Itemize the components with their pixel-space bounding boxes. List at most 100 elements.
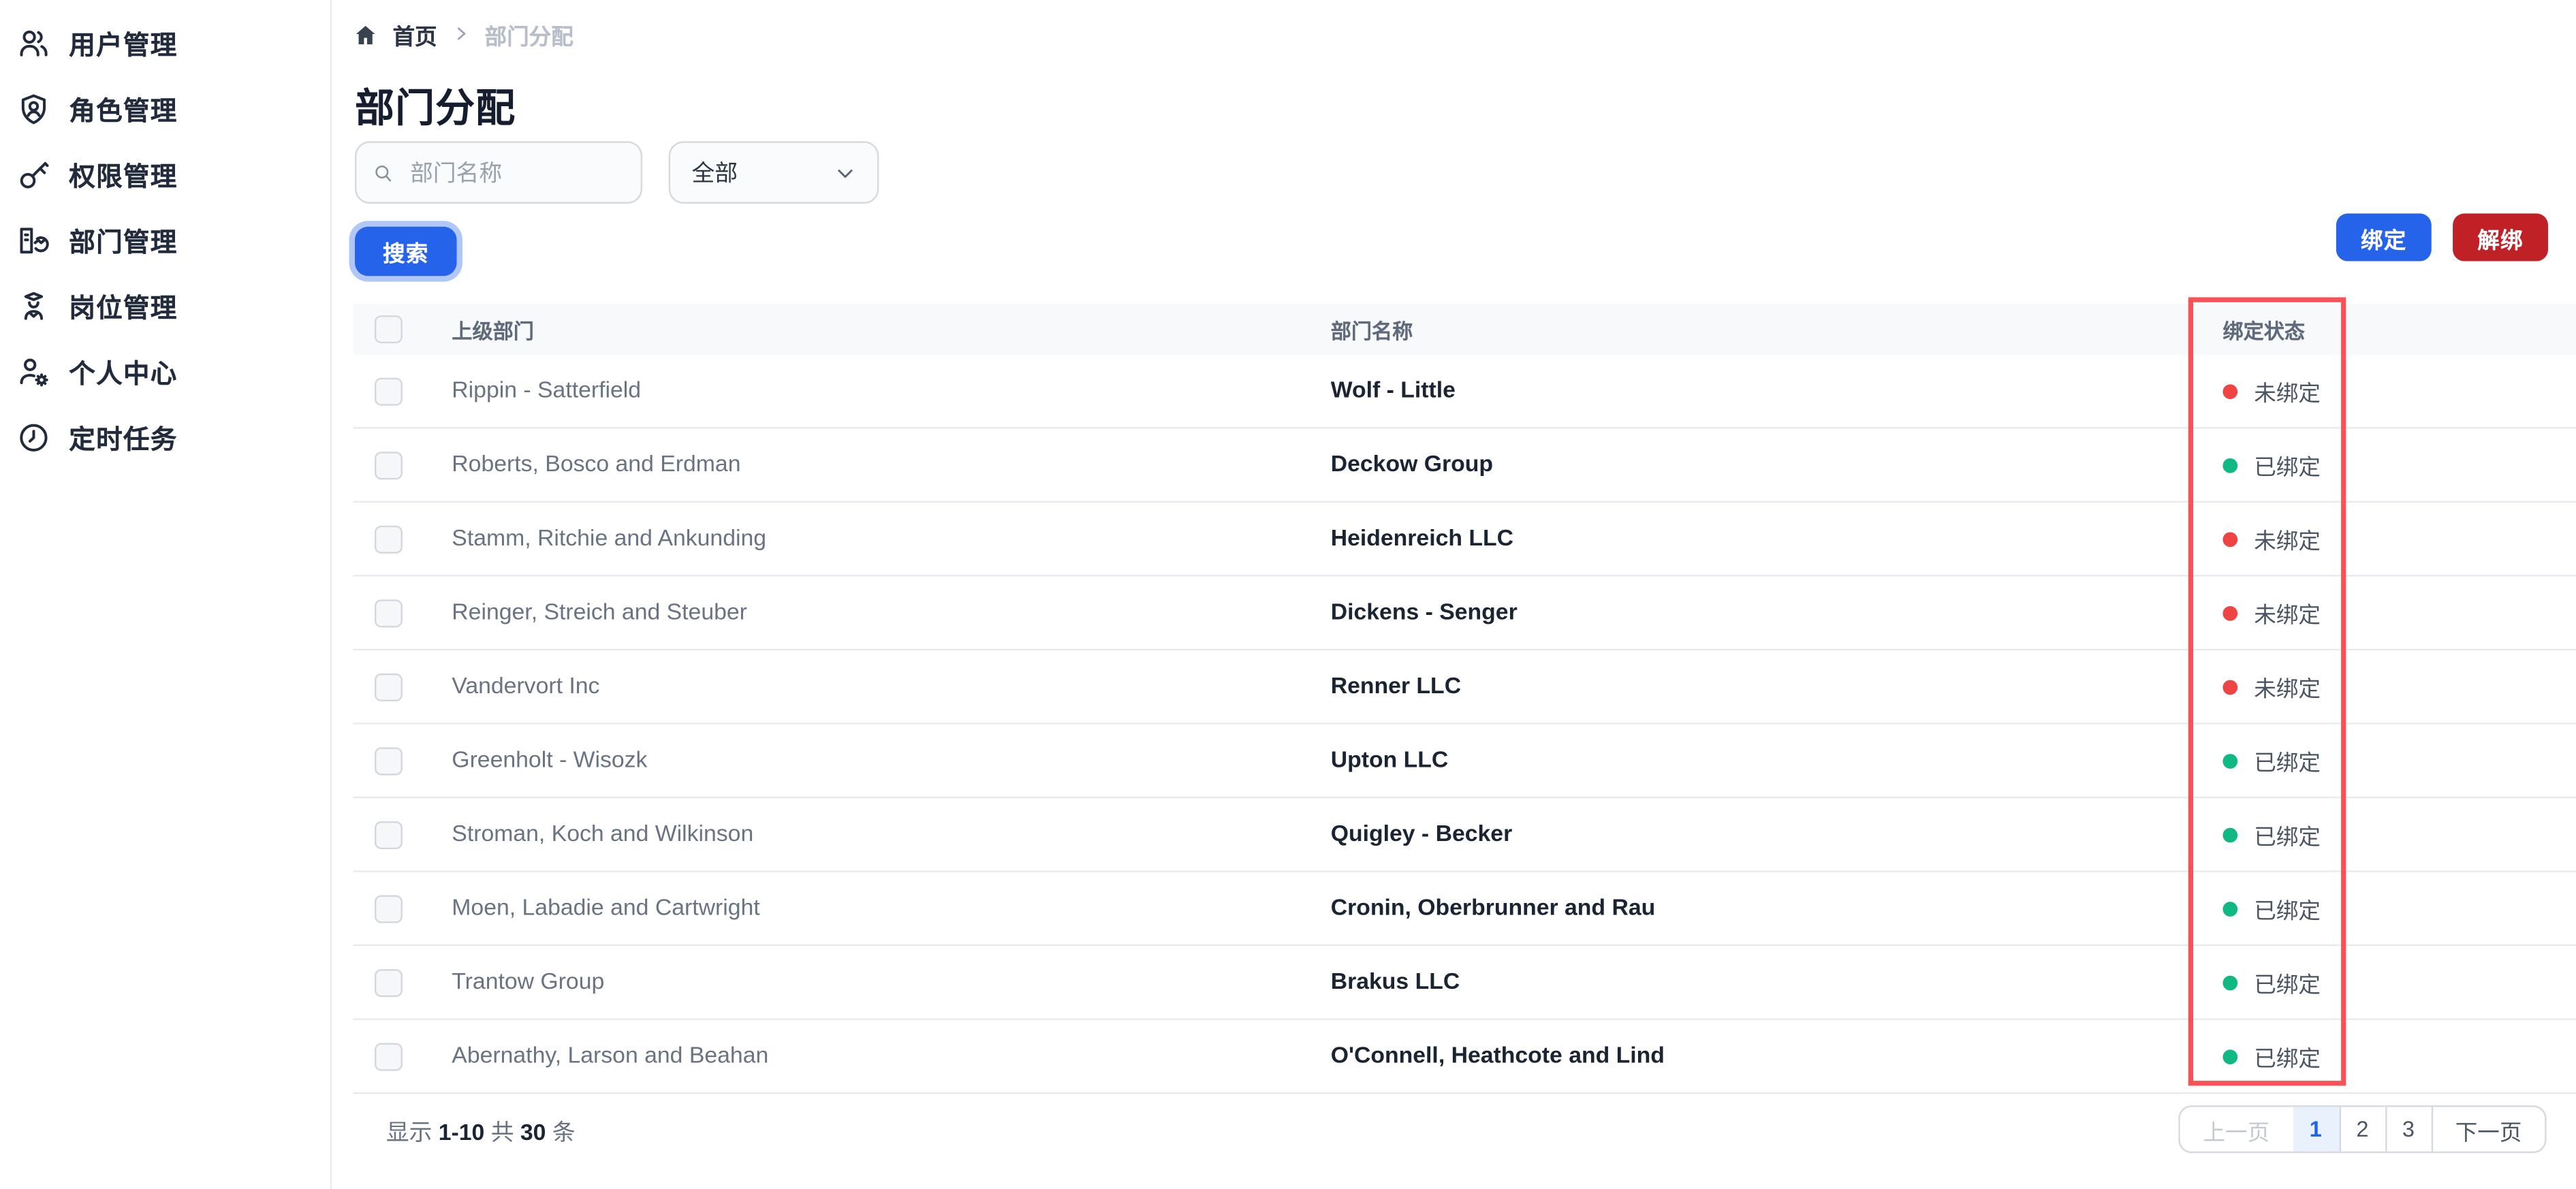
row-checkbox[interactable] (374, 746, 403, 775)
pagination-summary: 显示 1-10 共 30 条 (386, 1118, 576, 1145)
table-row: Vandervort Inc Renner LLC 未绑定 (353, 650, 2576, 725)
status-dot (2222, 457, 2238, 473)
row-checkbox[interactable] (374, 451, 403, 479)
status-label: 未绑定 (2254, 676, 2321, 701)
status-dot (2222, 752, 2238, 768)
department-name-cell: Deckow Group (1330, 449, 1494, 477)
row-checkbox[interactable] (374, 672, 403, 701)
breadcrumb: 首页 部门分配 (354, 18, 574, 51)
sidebar-item-label: 岗位管理 (69, 296, 178, 324)
search-icon (375, 164, 392, 181)
status-label: 已绑定 (2254, 455, 2321, 480)
status-dot (2222, 605, 2238, 620)
select-all-checkbox[interactable] (374, 315, 403, 344)
department-name-cell: Renner LLC (1330, 671, 1462, 699)
row-checkbox[interactable] (374, 968, 403, 996)
table-row: Roberts, Bosco and Erdman Deckow Group 已… (353, 428, 2576, 503)
status-label: 已绑定 (2254, 750, 2321, 776)
next-page-button[interactable]: 下一页 (2430, 1107, 2545, 1152)
department-name-cell: Quigley - Becker (1330, 819, 1513, 846)
action-buttons: 绑定 解绑 (2336, 213, 2548, 261)
sidebar-item-department-management[interactable]: 部门管理 (0, 207, 330, 272)
table-row: Trantow Group Brakus LLC 已绑定 (353, 946, 2576, 1020)
department-name-search-field[interactable] (354, 141, 643, 204)
home-icon[interactable] (354, 22, 378, 47)
sidebar-item-role-management[interactable]: 角色管理 (0, 76, 330, 141)
sidebar-item-position-management[interactable]: 岗位管理 (0, 272, 330, 338)
status-label: 已绑定 (2254, 1046, 2321, 1071)
sidebar-item-label: 部门管理 (69, 229, 178, 258)
sidebar-item-label: 个人中心 (69, 361, 178, 390)
main-content: 首页 部门分配 部门分配 全部 搜索 绑定 解绑 上级部门 部门名称 (332, 0, 2576, 1189)
status-dot (2222, 679, 2238, 695)
department-name-cell: Brakus LLC (1330, 967, 1460, 994)
parent-department-cell: Moen, Labadie and Cartwright (452, 893, 760, 920)
department-name-cell: Wolf - Little (1330, 376, 1456, 402)
table-body: Rippin - Satterfield Wolf - Little 未绑定 R… (353, 354, 2576, 1094)
table-header-row: 上级部门 部门名称 绑定状态 (353, 304, 2576, 355)
department-name-cell: Dickens - Senger (1330, 597, 1518, 624)
status-dot (2222, 827, 2238, 842)
select-value: 全部 (691, 159, 738, 186)
page-number-button[interactable]: 3 (2385, 1107, 2431, 1152)
row-checkbox[interactable] (374, 377, 403, 405)
table-row: Reinger, Streich and Steuber Dickens - S… (353, 576, 2576, 651)
sidebar: 用户管理 角色管理 权限管理 部门管理 岗位管理 个人中心 定时任务 (0, 0, 332, 1189)
search-input[interactable] (407, 157, 625, 187)
chevron-right-icon (452, 22, 470, 47)
table-row: Stroman, Koch and Wilkinson Quigley - Be… (353, 798, 2576, 872)
filter-bar: 全部 (354, 141, 879, 204)
shield-user-icon (21, 93, 46, 124)
sidebar-item-scheduled-tasks[interactable]: 定时任务 (0, 404, 330, 469)
breadcrumb-home-link[interactable]: 首页 (392, 25, 437, 50)
unbind-button[interactable]: 解绑 (2453, 213, 2548, 261)
status-label: 未绑定 (2254, 603, 2321, 628)
prev-page-button[interactable]: 上一页 (2180, 1107, 2293, 1152)
table-row: Rippin - Satterfield Wolf - Little 未绑定 (353, 354, 2576, 429)
table-row: Stamm, Ritchie and Ankunding Heidenreich… (353, 503, 2576, 577)
status-dot (2222, 974, 2238, 990)
parent-department-cell: Stamm, Ritchie and Ankunding (452, 524, 767, 551)
parent-department-cell: Reinger, Streich and Steuber (452, 597, 747, 624)
row-checkbox[interactable] (374, 894, 403, 923)
sidebar-item-user-management[interactable]: 用户管理 (0, 10, 330, 75)
sidebar-item-personal-center[interactable]: 个人中心 (0, 338, 330, 404)
search-button[interactable]: 搜索 (354, 226, 457, 276)
department-name-cell: Heidenreich LLC (1330, 524, 1514, 551)
table-row: Moen, Labadie and Cartwright Cronin, Obe… (353, 872, 2576, 947)
row-checkbox[interactable] (374, 524, 403, 553)
chevron-down-icon (838, 168, 853, 177)
row-checkbox[interactable] (374, 599, 403, 627)
status-label: 未绑定 (2254, 528, 2321, 554)
breadcrumb-current: 部门分配 (484, 25, 574, 50)
parent-department-cell: Stroman, Koch and Wilkinson (452, 819, 754, 846)
table-row: Greenholt - Wisozk Upton LLC 已绑定 (353, 724, 2576, 799)
column-header-parent: 上级部门 (452, 320, 534, 344)
department-name-cell: O'Connell, Heathcote and Lind (1330, 1041, 1665, 1068)
page-number-button[interactable]: 1 (2292, 1107, 2339, 1152)
page-number-button[interactable]: 2 (2338, 1107, 2385, 1152)
status-filter-select[interactable]: 全部 (668, 141, 879, 204)
row-checkbox[interactable] (374, 820, 403, 849)
parent-department-cell: Trantow Group (452, 967, 605, 994)
department-icon (20, 227, 49, 253)
sidebar-item-permission-management[interactable]: 权限管理 (0, 141, 330, 206)
status-label: 已绑定 (2254, 972, 2321, 998)
status-label: 已绑定 (2254, 898, 2321, 923)
user-gear-icon (20, 358, 48, 386)
parent-department-cell: Rippin - Satterfield (452, 376, 642, 402)
sidebar-item-label: 权限管理 (69, 164, 178, 193)
key-icon (20, 161, 49, 188)
page-title: 部门分配 (354, 86, 516, 131)
parent-department-cell: Roberts, Bosco and Erdman (452, 449, 741, 477)
position-icon (24, 291, 44, 319)
departments-table: 上级部门 部门名称 绑定状态 Rippin - Satterfield Wolf… (353, 304, 2576, 1094)
status-dot (2222, 900, 2238, 916)
clock-icon (20, 423, 48, 451)
status-label: 已绑定 (2254, 824, 2321, 849)
row-checkbox[interactable] (374, 1042, 403, 1071)
bind-button[interactable]: 绑定 (2336, 213, 2432, 261)
